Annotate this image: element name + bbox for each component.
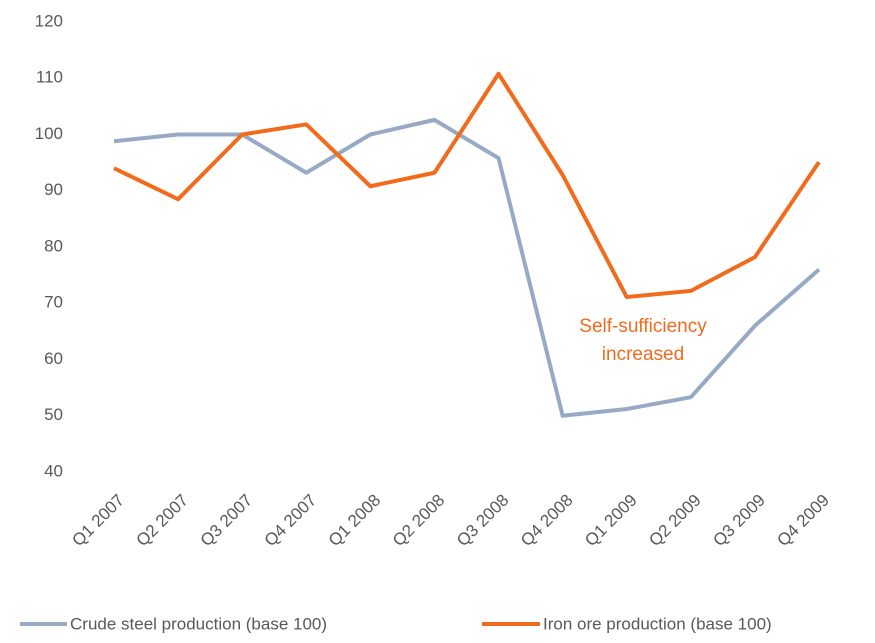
annotation-line: Self-sufficiency [579,316,707,337]
y-tick-label: 70 [44,293,63,312]
legend-label: Crude steel production (base 100) [70,614,327,633]
annotation: Self-sufficiency increased [579,316,707,365]
y-tick-label: 50 [44,405,63,424]
y-tick-label: 40 [44,461,63,480]
x-tick-label: Q1 2009 [581,491,641,551]
x-tick-label: Q2 2008 [389,491,449,551]
y-tick-label: 100 [35,124,63,143]
y-tick-label: 120 [35,11,63,30]
x-tick-label: Q3 2009 [709,491,769,551]
x-tick-label: Q3 2007 [197,491,257,551]
x-tick-label: Q1 2007 [68,491,128,551]
annotation-line: increased [602,344,684,365]
y-tick-label: 110 [36,68,63,87]
y-tick-label: 60 [44,349,63,368]
y-tick-label: 80 [44,236,63,255]
x-tick-label: Q4 2008 [517,491,577,551]
x-tick-label: Q4 2007 [261,491,321,551]
legend-label: Iron ore production (base 100) [543,614,772,633]
y-tick-label: 90 [44,180,63,199]
x-tick-label: Q2 2007 [133,491,193,551]
series-line [113,71,821,300]
x-tick-label: Q4 2009 [773,491,833,551]
series-line [113,117,821,418]
x-tick-label: Q3 2008 [453,491,513,551]
x-tick-label: Q1 2008 [325,491,385,551]
x-tick-label: Q2 2009 [645,491,705,551]
